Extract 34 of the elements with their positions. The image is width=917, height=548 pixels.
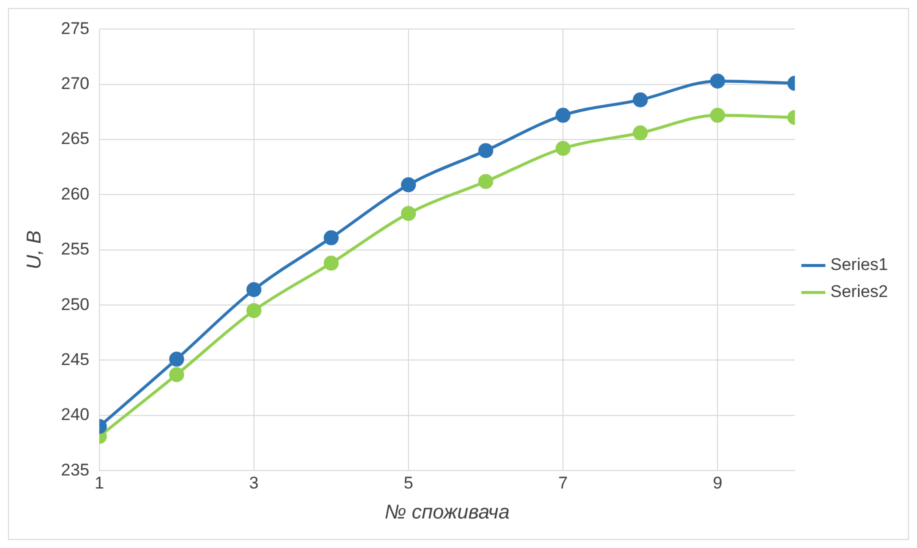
point <box>324 256 339 271</box>
point <box>632 92 648 108</box>
point <box>246 303 262 318</box>
x-tick-label: 3 <box>249 473 259 492</box>
y-axis-title: U, B <box>24 230 46 270</box>
point <box>632 125 648 140</box>
x-axis-title: № споживача <box>384 502 510 524</box>
point <box>324 230 339 246</box>
y-tick-label: 255 <box>60 240 90 259</box>
x-tick-label: 1 <box>94 473 104 492</box>
legend-label: Series1 <box>830 255 888 274</box>
point <box>478 143 494 158</box>
x-tick-label: 9 <box>712 473 722 492</box>
point <box>478 174 494 189</box>
point <box>169 367 184 382</box>
y-tick-label: 260 <box>60 184 90 204</box>
point <box>556 108 571 123</box>
y-tick-label: 235 <box>60 460 90 480</box>
point <box>400 177 416 192</box>
point <box>556 140 571 156</box>
point <box>169 352 184 367</box>
legend-label: Series2 <box>830 282 888 302</box>
y-tick-label: 245 <box>60 350 90 369</box>
y-tick-label: 250 <box>60 294 90 314</box>
point <box>710 108 726 123</box>
y-tick-label: 265 <box>60 129 90 148</box>
y-tick-label: 270 <box>60 74 90 94</box>
x-tick-label: 7 <box>558 473 568 492</box>
point <box>400 206 416 221</box>
x-tick-label: 5 <box>404 473 414 492</box>
point <box>710 74 726 89</box>
y-tick-label: 240 <box>60 405 90 424</box>
y-tick-label: 275 <box>60 18 90 38</box>
point <box>246 282 262 298</box>
